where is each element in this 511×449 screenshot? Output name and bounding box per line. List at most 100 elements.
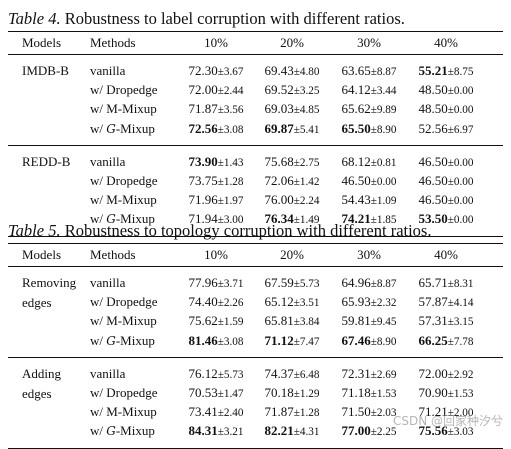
value-std: 3.56	[223, 104, 244, 117]
value-std: 2.26	[223, 297, 244, 310]
value-std: 1.85	[376, 214, 397, 227]
value-cell: 75.68±2.75	[265, 154, 320, 171]
value-cell: 71.12±7.47	[265, 333, 320, 350]
value-mean: 75.62	[188, 313, 218, 329]
table5-group-rule	[8, 356, 503, 358]
plus-minus-sign: ±	[217, 426, 224, 439]
plus-minus-sign: ±	[447, 123, 454, 136]
plus-minus-sign: ±	[293, 123, 300, 136]
value-mean: 65.62	[341, 101, 371, 117]
method-name: w/ G-Mixup	[90, 332, 155, 348]
header-10: 10%	[204, 247, 228, 262]
value-std: 1.47	[223, 388, 244, 400]
value-cell: 81.46±3.08	[189, 333, 244, 350]
value-std: 1.28	[223, 176, 244, 188]
value-std: 8.31	[453, 278, 474, 290]
plus-minus-sign: ±	[370, 278, 377, 290]
method-name: w/ Dropedge	[90, 385, 158, 400]
value-cell: 70.90±1.53	[419, 385, 474, 402]
value-mean: 65.81	[264, 313, 294, 329]
header-methods: Methods	[90, 35, 136, 50]
value-cell: 69.87±5.41	[265, 121, 320, 138]
value-std: 3.44	[376, 85, 397, 98]
model-name: edges	[22, 295, 52, 311]
value-cell: 73.41±2.40	[189, 404, 244, 421]
value-std: 1.53	[376, 388, 397, 400]
value-cell: 84.31±3.21	[189, 423, 244, 440]
method-name: vanilla	[90, 153, 126, 169]
value-mean: 52.56	[418, 120, 448, 136]
value-mean: 59.81	[341, 313, 371, 329]
header-methods: Methods	[90, 247, 136, 262]
table4-label: Table 4.	[8, 9, 61, 28]
value-cell: 48.50±0.00	[419, 82, 474, 99]
value-std: 3.84	[299, 316, 320, 329]
plus-minus-sign: ±	[293, 85, 300, 98]
value-mean: 71.12	[264, 332, 294, 348]
value-mean: 48.50	[418, 101, 448, 117]
value-cell: 63.65±8.87	[342, 63, 397, 80]
header-40: 40%	[434, 247, 458, 262]
header-20: 20%	[280, 35, 304, 50]
plus-minus-sign: ±	[217, 278, 224, 290]
value-std: 3.51	[299, 297, 320, 310]
value-mean: 76.12	[188, 365, 218, 381]
value-std: 3.71	[223, 278, 244, 290]
value-std: 8.87	[376, 278, 397, 290]
value-mean: 65.71	[418, 275, 448, 290]
value-mean: 81.46	[188, 332, 218, 348]
value-std: 0.00	[376, 176, 397, 188]
value-mean: 76.34	[264, 211, 294, 227]
plus-minus-sign: ±	[293, 426, 300, 439]
plus-minus-sign: ±	[293, 297, 300, 310]
plus-minus-sign: ±	[293, 335, 300, 348]
value-std: 2.75	[299, 156, 320, 169]
value-cell: 71.87±3.56	[189, 101, 244, 118]
value-std: 9.89	[376, 104, 397, 117]
value-mean: 70.18	[264, 385, 294, 400]
value-cell: 70.53±1.47	[189, 385, 244, 402]
value-mean: 46.50	[341, 173, 371, 188]
value-cell: 67.46±8.90	[342, 333, 397, 350]
value-mean: 71.21	[418, 404, 448, 420]
value-mean: 72.30	[188, 63, 218, 78]
value-cell: 75.62±1.59	[189, 313, 244, 330]
value-mean: 64.96	[341, 275, 371, 290]
value-mean: 72.31	[341, 365, 371, 381]
model-name: Removing	[22, 275, 77, 290]
plus-minus-sign: ±	[447, 297, 454, 310]
value-cell: 46.50±0.00	[419, 192, 474, 209]
value-std: 3.67	[223, 66, 244, 78]
plus-minus-sign: ±	[293, 214, 300, 227]
plus-minus-sign: ±	[293, 195, 300, 208]
value-mean: 73.75	[188, 173, 218, 188]
value-mean: 73.90	[188, 153, 218, 169]
value-mean: 68.12	[341, 153, 371, 169]
value-mean: 67.46	[341, 332, 371, 348]
value-cell: 77.00±2.25	[342, 423, 397, 440]
plus-minus-sign: ±	[370, 123, 377, 136]
value-std: 1.59	[223, 316, 244, 329]
plus-minus-sign: ±	[447, 407, 454, 420]
plus-minus-sign: ±	[217, 195, 224, 208]
plus-minus-sign: ±	[370, 104, 377, 117]
value-mean: 74.21	[341, 211, 371, 227]
header-10: 10%	[204, 35, 228, 50]
value-cell: 65.50±8.90	[342, 121, 397, 138]
plus-minus-sign: ±	[370, 335, 377, 348]
value-std: 7.78	[453, 335, 474, 348]
plus-minus-sign: ±	[447, 104, 454, 117]
table5-caption: Table 5. Robustness to topology corrupti…	[8, 222, 431, 240]
plus-minus-sign: ±	[217, 176, 224, 188]
value-std: 9.45	[376, 316, 397, 329]
value-cell: 65.71±8.31	[419, 275, 474, 292]
table5-label: Table 5.	[8, 221, 61, 240]
plus-minus-sign: ±	[217, 388, 224, 400]
model-name: Adding	[22, 365, 61, 381]
value-mean: 46.50	[418, 192, 448, 208]
header-models: Models	[22, 35, 61, 50]
method-name: vanilla	[90, 365, 126, 381]
value-std: 0.00	[453, 214, 474, 227]
plus-minus-sign: ±	[293, 407, 300, 420]
method-name: vanilla	[90, 63, 126, 78]
